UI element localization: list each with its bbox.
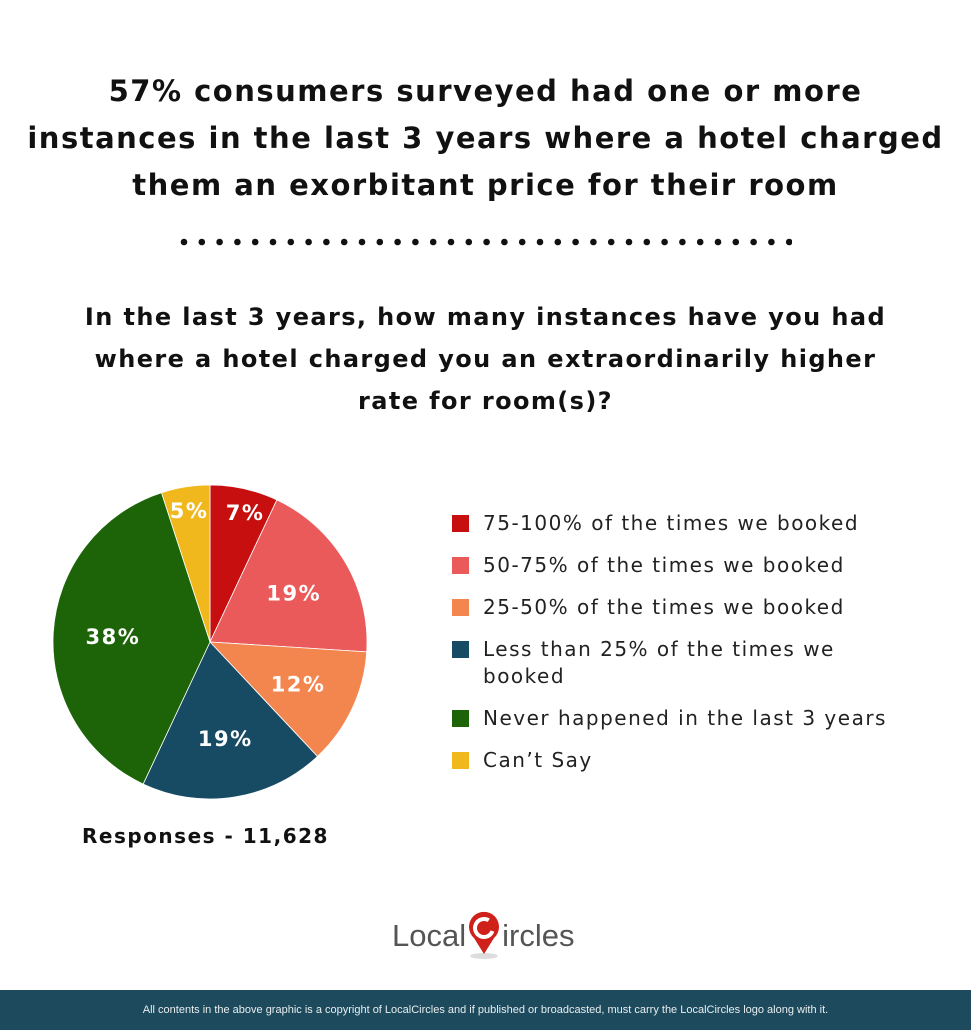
legend-swatch — [452, 752, 469, 769]
divider-dot — [394, 238, 401, 246]
divider-dot — [287, 238, 295, 246]
headline: 57% consumers surveyed had one or more i… — [0, 68, 971, 209]
legend-swatch — [452, 557, 469, 574]
pie-slice — [209, 499, 368, 653]
divider-dot — [340, 238, 348, 246]
slice-label: 7% — [226, 501, 265, 525]
legend-swatch — [452, 710, 469, 727]
legend-item: 25-50% of the times we booked — [452, 594, 952, 621]
divider-dot — [412, 238, 419, 246]
divider-dot — [198, 238, 206, 246]
question-line: In the last 3 years, how many instances … — [84, 303, 887, 331]
divider-dot — [607, 238, 615, 246]
slice-label: 19% — [198, 727, 253, 751]
divider-dot — [358, 238, 366, 246]
pie-slice — [209, 641, 368, 758]
legend-swatch — [452, 599, 469, 616]
copyright-footer: All contents in the above graphic is a c… — [0, 990, 971, 1030]
divider-dot — [750, 238, 757, 246]
legend-label: Less than 25% of the times we booked — [483, 637, 835, 688]
pie-slice — [160, 484, 211, 643]
logo-text: ircles — [502, 918, 575, 953]
divider-dot — [643, 238, 651, 246]
question-line: where a hotel charged you an extraordina… — [94, 345, 877, 373]
divider-dot — [465, 238, 473, 246]
divider-dot — [483, 238, 490, 246]
divider-dot — [180, 238, 188, 246]
headline-line: them an exorbitant price for their room — [132, 168, 839, 202]
divider-dot — [590, 238, 597, 246]
slice-label: 19% — [266, 581, 321, 605]
pie-chart: 7% 19% 12% 19% 38% 5% — [52, 484, 368, 800]
divider-dot — [536, 238, 544, 246]
legend-item: 50-75% of the times we booked — [452, 552, 952, 579]
localcircles-logo: Local ircles — [392, 910, 574, 960]
divider-dot — [429, 238, 437, 246]
survey-question: In the last 3 years, how many instances … — [0, 296, 971, 422]
headline-line: instances in the last 3 years where a ho… — [27, 121, 944, 155]
legend-item: Less than 25% of the times we booked — [452, 636, 952, 690]
legend-label: Can’t Say — [483, 748, 593, 772]
divider-dot — [376, 238, 384, 246]
legend: 75-100% of the times we booked 50-75% of … — [452, 510, 952, 789]
divider-dot — [714, 238, 722, 246]
divider-dot — [625, 238, 633, 246]
question-line: rate for room(s)? — [357, 387, 614, 415]
divider-dot — [785, 238, 792, 246]
divider-dot — [323, 238, 330, 246]
legend-label: Never happened in the last 3 years — [483, 706, 887, 730]
legend-item: Never happened in the last 3 years — [452, 705, 952, 732]
headline-line: 57% consumers surveyed had one or more — [108, 74, 863, 108]
pie-slice — [52, 492, 211, 785]
divider-dot — [269, 238, 277, 246]
legend-label: 50-75% of the times we booked — [483, 553, 845, 577]
legend-label: 75-100% of the times we booked — [483, 511, 860, 535]
divider-dot — [661, 238, 668, 246]
divider-dot — [216, 238, 223, 246]
legend-item: Can’t Say — [452, 747, 952, 774]
logo-text: Local — [392, 918, 467, 953]
legend-item: 75-100% of the times we booked — [452, 510, 952, 537]
divider-dot — [554, 238, 562, 246]
dotted-divider — [180, 238, 792, 246]
legend-swatch — [452, 515, 469, 532]
pie-slice — [142, 641, 319, 800]
divider-dot — [251, 238, 259, 246]
legend-swatch — [452, 641, 469, 658]
divider-dot — [447, 238, 455, 246]
divider-dot — [572, 238, 579, 246]
location-pin-icon — [469, 911, 500, 959]
divider-dot — [234, 238, 241, 246]
responses-count: Responses - 11,628 — [82, 824, 329, 848]
legend-label: 25-50% of the times we booked — [483, 595, 845, 619]
slice-label: 38% — [85, 625, 140, 649]
divider-dot — [518, 238, 526, 246]
slice-label: 5% — [170, 499, 209, 523]
divider-dot — [732, 238, 740, 246]
divider-dot — [768, 238, 775, 246]
divider-dot — [501, 238, 508, 246]
divider-dot — [679, 238, 686, 246]
slice-label: 12% — [271, 672, 326, 696]
divider-dot — [305, 238, 312, 246]
divider-dot — [696, 238, 704, 246]
